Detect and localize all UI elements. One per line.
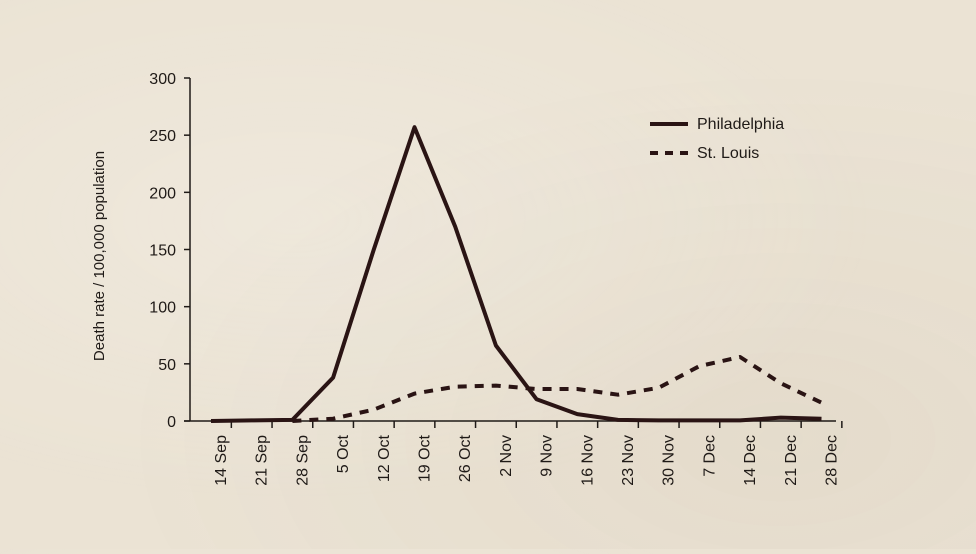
x-ticks: 14 Sep 21 Sep 28 Sep 5 Oct 12 Oct 19 Oct 26 Oc… [213, 421, 843, 486]
x-tick-label: 30 Nov [661, 435, 678, 486]
x-tick-label: 23 Nov [620, 435, 637, 486]
y-tick-label: 300 [149, 71, 176, 88]
y-tick-label: 150 [149, 243, 176, 260]
y-tick-label: 50 [158, 357, 176, 374]
x-tick-label: 26 Oct [457, 434, 474, 482]
y-axis-title: Death rate / 100,000 population [91, 151, 108, 361]
x-tick-label: 2 Nov [498, 435, 515, 477]
x-tick-label: 9 Nov [539, 435, 556, 477]
legend-label: Philadelphia [697, 116, 784, 133]
series-group [210, 125, 823, 423]
x-tick-label: 5 Oct [335, 434, 352, 473]
y-tick-label: 0 [167, 414, 176, 431]
x-tick-label: 16 Nov [579, 435, 596, 486]
x-tick-label: 12 Oct [376, 434, 393, 482]
legend: Philadelphia St. Louis [650, 116, 784, 162]
series-line-philadelphia [210, 125, 822, 423]
series-line-st-louis [292, 355, 823, 423]
x-tick-label: 28 Sep [294, 435, 311, 486]
legend-label: St. Louis [697, 145, 759, 162]
x-tick-label: 14 Dec [742, 435, 759, 486]
x-tick-label: 14 Sep [213, 435, 230, 486]
x-tick-label: 19 Oct [417, 434, 434, 482]
x-tick-label: 7 Dec [701, 435, 718, 477]
y-tick-label: 250 [149, 128, 176, 145]
y-tick-label: 200 [149, 185, 176, 202]
y-tick-label: 100 [149, 300, 176, 317]
axes: 0 50 100 150 200 250 300 14 Sep 21 Sep 28 Sep 5 O… [149, 71, 843, 486]
x-tick-label: 21 Dec [783, 435, 800, 486]
x-tick-label: 28 Dec [824, 435, 841, 486]
x-tick-label: 21 Sep [254, 435, 271, 486]
y-ticks: 0 50 100 150 200 250 300 [149, 71, 190, 431]
